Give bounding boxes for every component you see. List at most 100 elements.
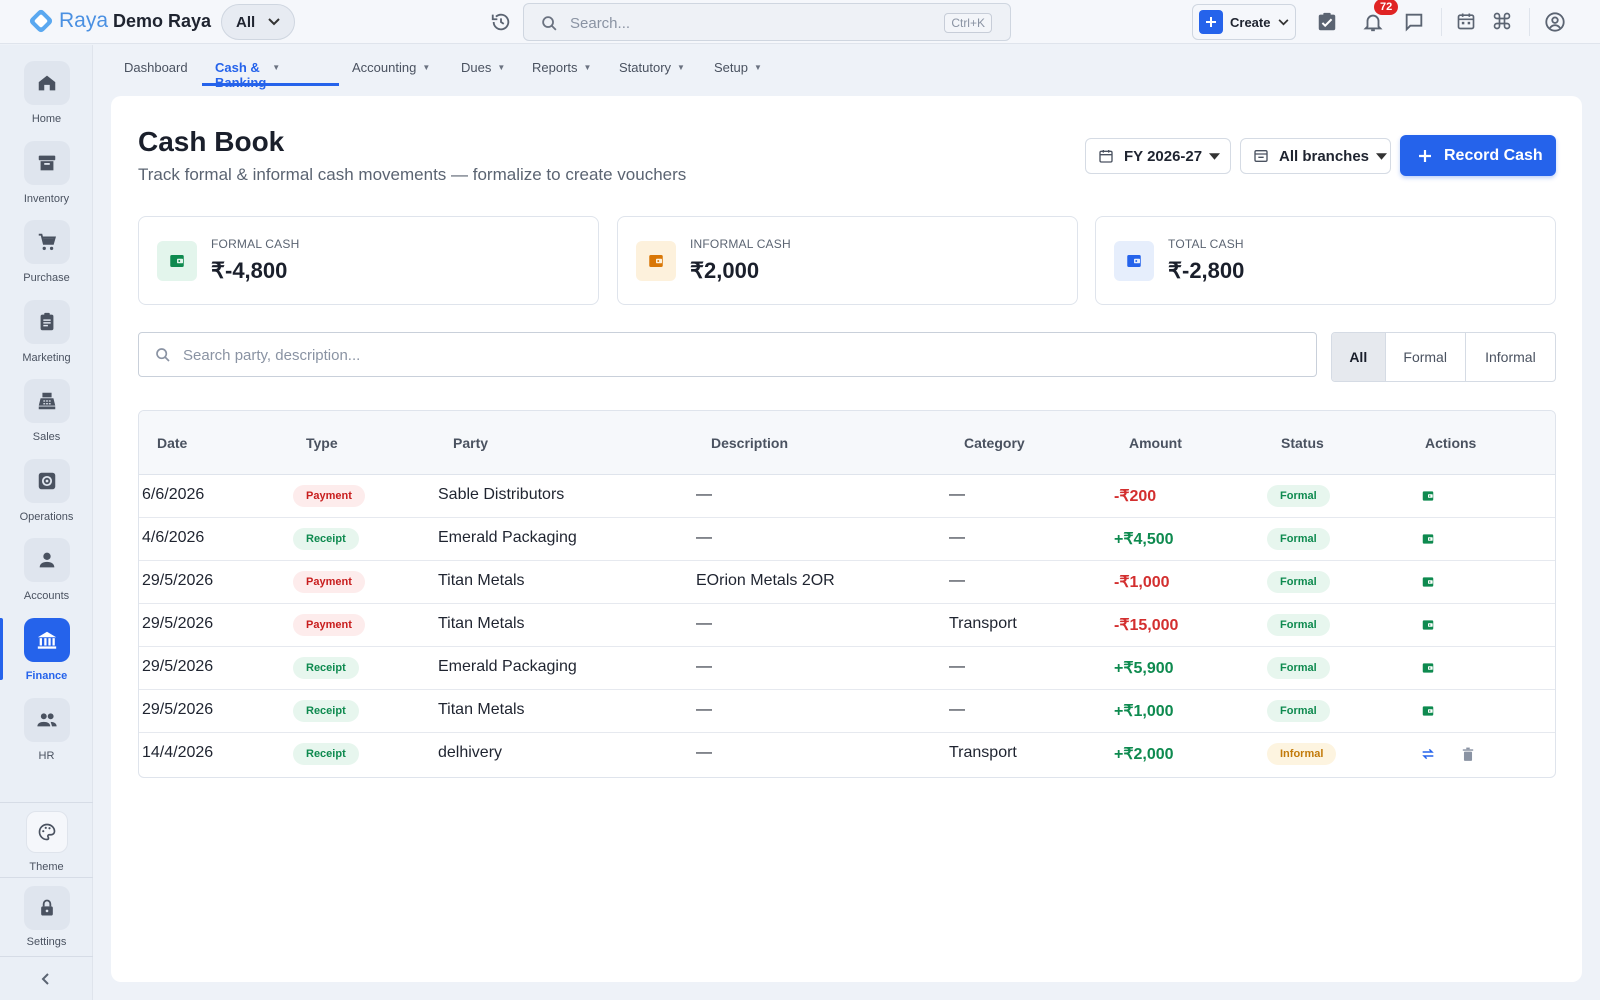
type-badge: Payment — [293, 571, 365, 593]
tab-cash-banking[interactable]: Cash & Banking▼ — [215, 60, 281, 90]
tab-dashboard[interactable]: Dashboard — [124, 60, 188, 75]
plus-icon — [1418, 149, 1432, 163]
brand-name: Raya — [59, 9, 109, 32]
tab-setup[interactable]: Setup ▼ — [714, 60, 762, 75]
sidebar-item-home[interactable]: Home — [0, 61, 93, 141]
sidebar-item-accounts[interactable]: Accounts — [0, 538, 93, 618]
sidebar-item-finance[interactable]: Finance — [0, 618, 93, 698]
sidebar-item-label: Home — [31, 113, 62, 125]
top-bar: Raya Demo Raya All Search... Ctrl+K Crea… — [0, 0, 1600, 44]
create-button[interactable]: Create — [1192, 4, 1296, 40]
sidebar-item-operations[interactable]: Operations — [0, 459, 93, 539]
page-subtitle: Track formal & informal cash movements —… — [138, 165, 687, 184]
cash-book-table: Date Type Party Description Category Amo… — [138, 410, 1556, 778]
account-icon[interactable] — [1544, 11, 1566, 33]
tab-statutory[interactable]: Statutory ▼ — [619, 60, 685, 75]
status-badge: Informal — [1267, 743, 1337, 765]
sidebar-item-inventory[interactable]: Inventory — [0, 141, 93, 221]
cash-type-filter: All Formal Informal — [1331, 332, 1556, 382]
branch-selector[interactable]: All branches — [1240, 138, 1391, 174]
tasks-icon[interactable] — [1316, 11, 1338, 33]
wallet-icon[interactable] — [1421, 704, 1435, 718]
notification-badge: 72 — [1374, 0, 1399, 15]
wallet-icon — [157, 241, 197, 281]
cell-party: Emerald Packaging — [438, 658, 577, 675]
stat-formal-cash: FORMAL CASH ₹-4,800 — [138, 216, 599, 305]
wallet-icon[interactable] — [1421, 661, 1435, 675]
cell-party: Titan Metals — [438, 615, 525, 632]
sidebar-item-label: Inventory — [23, 193, 70, 205]
sidebar-item-settings[interactable]: Settings — [0, 886, 93, 966]
filter-formal[interactable]: Formal — [1386, 333, 1466, 381]
sidebar-item-purchase[interactable]: Purchase — [0, 220, 93, 300]
table-row[interactable]: 29/5/2026 Payment Titan Metals — Transport -₹… — [139, 604, 1555, 647]
chevron-left-icon[interactable] — [39, 972, 53, 986]
settings-label: Settings — [26, 936, 67, 948]
register-icon — [24, 379, 70, 423]
sidebar-item-marketing[interactable]: Marketing — [0, 300, 93, 380]
page-title: Cash Book — [138, 126, 285, 157]
column-header[interactable]: Category — [964, 435, 1025, 451]
stat-value: ₹-2,800 — [1168, 258, 1245, 283]
filter-all[interactable]: All — [1332, 333, 1386, 381]
status-badge: Formal — [1267, 657, 1330, 679]
table-search-input[interactable]: Search party, description... — [138, 332, 1317, 377]
status-badge: Formal — [1267, 571, 1330, 593]
table-row[interactable]: 29/5/2026 Receipt Titan Metals — — +₹1,000 For… — [139, 690, 1555, 733]
chat-icon[interactable] — [1403, 11, 1425, 33]
sidebar-item-theme[interactable]: Theme — [0, 811, 93, 891]
scope-selector[interactable]: All — [221, 4, 295, 40]
column-header[interactable]: Party — [453, 435, 489, 451]
column-header[interactable]: Amount — [1129, 435, 1182, 451]
table-row[interactable]: 4/6/2026 Receipt Emerald Packaging — — +₹4,50… — [139, 518, 1555, 561]
fiscal-year-selector[interactable]: FY 2026-27 — [1085, 138, 1231, 174]
cell-description: — — [696, 701, 712, 718]
cell-amount: -₹15,000 — [1114, 617, 1179, 634]
calendar-icon[interactable] — [1456, 11, 1476, 31]
fiscal-year-label: FY 2026-27 — [1124, 147, 1203, 165]
table-header: Date Type Party Description Category Amo… — [139, 411, 1555, 475]
cell-amount: +₹2,000 — [1114, 746, 1174, 763]
cell-party: delhivery — [438, 744, 503, 761]
bell-icon[interactable] — [1362, 11, 1384, 33]
sidebar-item-label: HR — [38, 750, 55, 762]
record-cash-label: Record Cash — [1444, 146, 1543, 164]
logo[interactable]: Raya — [26, 6, 108, 36]
lock-icon — [24, 886, 70, 930]
command-icon[interactable] — [1492, 11, 1512, 31]
cell-category: Transport — [949, 615, 1017, 632]
cell-party: Titan Metals — [438, 701, 525, 718]
palette-icon — [26, 811, 68, 853]
wallet-icon[interactable] — [1421, 532, 1435, 546]
table-row[interactable]: 29/5/2026 Payment Titan Metals EOrion Metal… — [139, 561, 1555, 604]
wallet-icon[interactable] — [1421, 489, 1435, 503]
column-header[interactable]: Status — [1281, 435, 1324, 451]
tab-reports[interactable]: Reports ▼ — [532, 60, 592, 75]
global-search-input[interactable]: Search... Ctrl+K — [523, 3, 1011, 41]
table-row[interactable]: 14/4/2026 Receipt delhivery — Transport +₹2,0… — [139, 733, 1555, 776]
column-header[interactable]: Type — [306, 435, 338, 451]
sidebar-item-hr[interactable]: HR — [0, 698, 93, 778]
table-row[interactable]: 29/5/2026 Receipt Emerald Packaging — — +₹5,9… — [139, 647, 1555, 690]
active-tab-indicator — [202, 83, 339, 86]
column-header[interactable]: Description — [711, 435, 789, 451]
table-row[interactable]: 6/6/2026 Payment Sable Distributors — — -₹200… — [139, 475, 1555, 518]
column-header[interactable]: Date — [157, 435, 188, 451]
filter-informal[interactable]: Informal — [1485, 349, 1536, 365]
sidebar-item-sales[interactable]: Sales — [0, 379, 93, 459]
wallet-icon[interactable] — [1421, 618, 1435, 632]
org-name[interactable]: Demo Raya — [113, 11, 212, 31]
wallet-icon[interactable] — [1421, 575, 1435, 589]
gear-box-icon — [24, 459, 70, 503]
archive-icon — [24, 141, 70, 185]
trash-icon[interactable] — [1461, 747, 1475, 762]
record-cash-button[interactable]: Record Cash — [1400, 135, 1556, 176]
sidebar-item-label: Sales — [32, 431, 61, 443]
stat-label: FORMAL CASH — [211, 237, 300, 251]
search-icon — [155, 347, 171, 363]
formalize-icon[interactable] — [1420, 747, 1436, 761]
tab-dues[interactable]: Dues ▼ — [461, 60, 506, 75]
history-icon[interactable] — [490, 11, 512, 33]
raya-logo-icon — [26, 6, 56, 36]
tab-accounting[interactable]: Accounting ▼ — [352, 60, 431, 75]
